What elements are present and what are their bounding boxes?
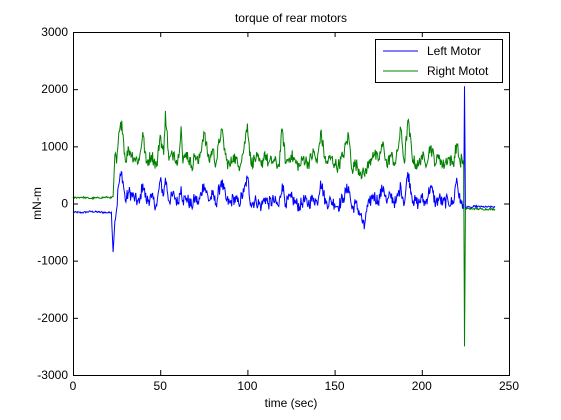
y-tick-label: 3000 [41,25,68,39]
x-tick-label: 250 [499,379,519,393]
series-line-left-motor [72,86,496,253]
y-tick-label: -1000 [37,254,68,268]
x-tick-label: 200 [412,379,432,393]
legend-label-right-motot: Right Motot [427,64,489,78]
series-line-right-motot [72,110,496,347]
y-tick-label: 2000 [41,82,68,96]
legend: Left Motor Right Motot [375,39,503,83]
x-axis-label: time (sec) [265,396,318,410]
x-tick-label: 150 [325,379,345,393]
legend-label-left-motor: Left Motor [427,44,481,58]
y-tick-label: 0 [61,197,68,211]
legend-box [375,39,503,83]
y-tick-label: -2000 [37,311,68,325]
y-axis: -3000 -2000 -1000 0 1000 2000 3000 [37,25,509,382]
series-layer [72,86,496,347]
x-tick-label: 0 [70,379,77,393]
y-tick-label: 1000 [41,139,68,153]
y-tick-label: -3000 [37,368,68,382]
x-tick-label: 50 [154,379,168,393]
y-axis-label: mN-m [30,187,44,220]
chart-title: torque of rear motors [235,11,347,25]
x-tick-label: 100 [237,379,257,393]
plot-background [73,32,509,375]
x-axis: 0 50 100 150 200 250 [70,32,519,393]
